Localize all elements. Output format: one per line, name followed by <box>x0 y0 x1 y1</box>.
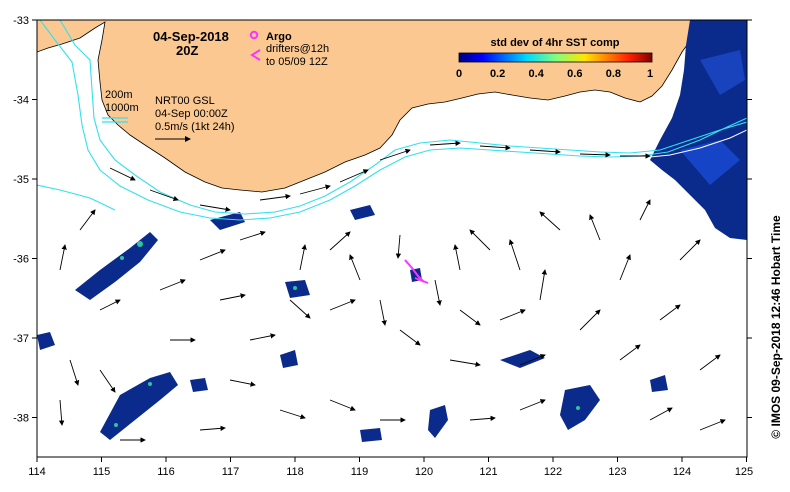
drifter-marker-icon <box>250 49 261 61</box>
sst-patches <box>37 205 668 442</box>
sst-patch-highlights <box>114 241 580 427</box>
contour-1000m <box>39 20 747 221</box>
y-axis-labels: -33 -34 -35 -36 -37 -38 <box>13 15 29 425</box>
x-tick-label: 116 <box>157 466 175 478</box>
colorbar-tick: 0.2 <box>490 68 505 80</box>
y-tick-label: -33 <box>13 15 29 27</box>
y-tick-label: -36 <box>13 254 29 266</box>
drifter-tracks <box>404 259 429 284</box>
plot-frame <box>36 19 748 458</box>
x-tick-label: 120 <box>415 466 433 478</box>
credit-text: © IMOS 09-Sep-2018 12:46 Hobart Time <box>769 215 783 439</box>
colorbar-tick: 0 <box>456 68 462 80</box>
colorbar-tick: 0.8 <box>606 68 621 80</box>
y-tick-label: -37 <box>13 333 29 345</box>
y-tick-label: -35 <box>13 174 29 186</box>
x-tick-label: 125 <box>735 466 753 478</box>
colorbar-tick: 0.6 <box>567 68 582 80</box>
map-time-title: 20Z <box>176 43 198 58</box>
x-tick-label: 119 <box>351 466 369 478</box>
colorbar-title: std dev of 4hr SST comp <box>491 37 620 49</box>
product-line1: NRT00 GSL <box>155 95 215 107</box>
contour-label-200m: 200m <box>105 89 133 101</box>
axis-tick-marks <box>32 19 752 462</box>
product-line2: 04-Sep 00:00Z <box>155 108 228 120</box>
sst-patch <box>680 140 740 185</box>
x-tick-label: 123 <box>608 466 626 478</box>
x-tick-label: 114 <box>28 466 46 478</box>
contour-label-1000m: 1000m <box>105 102 139 114</box>
drifters-label-line2: to 05/09 12Z <box>266 56 328 68</box>
argo-marker-icon <box>249 30 259 40</box>
map-date-title: 04-Sep-2018 <box>153 29 229 44</box>
colorbar-gradient <box>458 52 653 63</box>
sst-patch <box>700 50 745 95</box>
contour-200m <box>59 20 747 215</box>
argo-legend: Argo drifters@12h to 05/09 12Z <box>249 30 329 68</box>
current-vectors <box>58 140 726 443</box>
bathymetry-contours <box>37 20 747 221</box>
x-tick-label: 118 <box>286 466 304 478</box>
x-tick-label: 122 <box>544 466 562 478</box>
x-tick-label: 117 <box>222 466 240 478</box>
x-axis-labels: 114 115 116 117 118 119 120 121 122 123 … <box>28 466 753 478</box>
x-tick-label: 115 <box>93 466 111 478</box>
colorbar-tick: 1 <box>647 68 653 80</box>
credit-sidebar: © IMOS 09-Sep-2018 12:46 Hobart Time <box>766 190 784 470</box>
argo-label: Argo <box>266 31 292 43</box>
colorbar-tick: 0.4 <box>529 68 545 80</box>
land-mass <box>37 20 706 193</box>
colorbar: std dev of 4hr SST comp 0 0.2 0.4 0.6 0.… <box>456 37 653 80</box>
y-tick-label: -34 <box>13 95 29 107</box>
x-tick-label: 121 <box>479 466 497 478</box>
y-tick-label: -38 <box>13 413 29 425</box>
product-line3: 0.5m/s (1kt 24h) <box>155 121 234 133</box>
x-tick-label: 124 <box>673 466 691 478</box>
drifters-label-line1: drifters@12h <box>266 43 329 55</box>
